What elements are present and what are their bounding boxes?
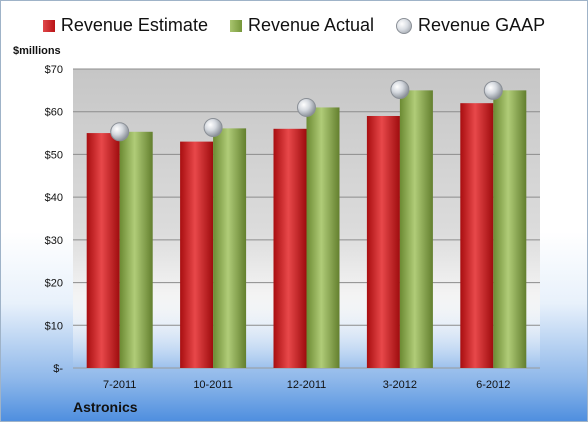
y-tick-label: $40 (45, 192, 63, 204)
bar-revenue-estimate (180, 141, 214, 368)
bars (86, 90, 527, 369)
y-tick-label: $30 (45, 235, 63, 247)
gaap-swatch (396, 17, 413, 34)
marker-revenue-gaap (390, 80, 410, 100)
y-axis-label: $millions (13, 45, 61, 57)
y-tick-label: $60 (45, 107, 63, 119)
y-tick-label: $70 (45, 64, 63, 76)
bar-revenue-actual (399, 90, 433, 368)
gaap-markers (110, 80, 503, 142)
marker-revenue-gaap (297, 97, 316, 117)
y-tick-label: $50 (45, 149, 63, 161)
y-tick-label: $- (53, 363, 63, 375)
company-name: Astronics (73, 399, 138, 415)
bar-revenue-estimate (86, 133, 120, 368)
legend-label-actual: Revenue Actual (247, 15, 375, 35)
y-tick-label: $10 (45, 320, 63, 332)
legend-item-estimate: Revenue Estimate (42, 15, 208, 36)
actual-swatch (229, 19, 242, 32)
bar-revenue-actual (213, 128, 247, 368)
marker-revenue-gaap (483, 80, 503, 100)
bar-revenue-actual (306, 107, 340, 368)
marker-revenue-gaap (203, 118, 223, 138)
bar-revenue-actual (493, 90, 527, 368)
legend-label-gaap: Revenue GAAP (418, 15, 546, 35)
x-axis-ticks: 7-2011 10-2011 12-2011 3-2012 6-2012 (103, 379, 510, 391)
y-tick-label: $20 (45, 278, 63, 290)
bar-revenue-estimate (273, 128, 307, 368)
legend-item-gaap: Revenue GAAP (396, 15, 545, 36)
x-tick-label: 10-2011 (193, 379, 233, 391)
bar-revenue-estimate (366, 115, 400, 368)
bar-revenue-actual (119, 131, 153, 368)
x-tick-label: 12-2011 (287, 379, 327, 391)
y-axis-ticks: $- $10 $20 $30 $40 $50 $60 $70 (45, 64, 64, 375)
bar-revenue-estimate (460, 103, 494, 369)
legend: Revenue Estimate Revenue Actual Revenue … (1, 15, 587, 36)
legend-label-estimate: Revenue Estimate (60, 15, 208, 35)
legend-item-actual: Revenue Actual (229, 15, 375, 36)
x-tick-label: 7-2011 (103, 379, 136, 391)
marker-revenue-gaap (110, 122, 130, 142)
x-tick-label: 3-2012 (383, 379, 417, 391)
x-tick-label: 6-2012 (476, 379, 510, 391)
estimate-swatch (42, 19, 55, 32)
